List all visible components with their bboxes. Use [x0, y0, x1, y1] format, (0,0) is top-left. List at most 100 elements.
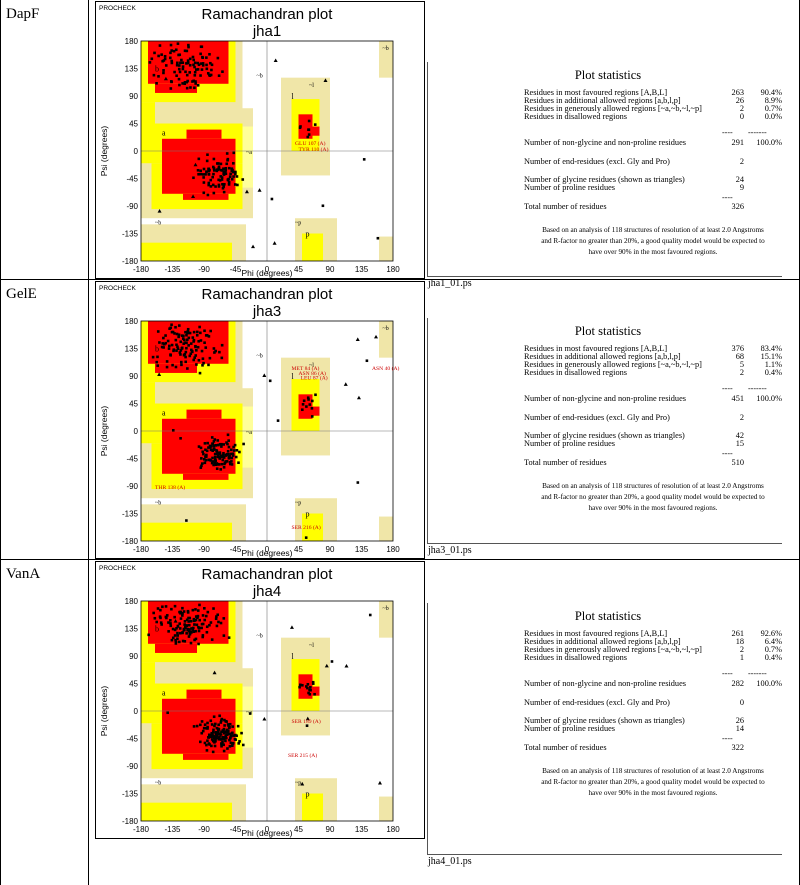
- residue-point: [180, 360, 183, 364]
- residue-point: [185, 632, 188, 635]
- plot-title: Ramachandran plot: [202, 286, 334, 303]
- residue-point: [183, 639, 187, 643]
- residue-point: [195, 623, 199, 627]
- y-tick-label: 0: [134, 427, 139, 436]
- residue-point: [169, 622, 172, 625]
- residue-point: [207, 363, 210, 367]
- residue-point: [221, 737, 225, 740]
- region-label: ~b: [155, 220, 161, 226]
- residue-point: [222, 743, 225, 747]
- residue-annotation: THR 138 (A): [155, 484, 185, 491]
- residue-point: [191, 55, 195, 59]
- residue-point: [199, 52, 202, 56]
- residue-point: [210, 461, 214, 465]
- residue-point: [201, 614, 205, 617]
- residue-point: [205, 726, 208, 730]
- residue-point: [200, 720, 204, 723]
- residue-point: [185, 86, 189, 90]
- generous-region: [242, 686, 253, 748]
- residue-point: [219, 468, 223, 471]
- plot-subtitle: jha3: [252, 303, 281, 320]
- residue-point: [220, 743, 223, 747]
- residue-point: [180, 346, 184, 350]
- residue-point: [214, 349, 217, 353]
- y-tick-label: 90: [129, 92, 138, 101]
- residue-point: [192, 630, 196, 633]
- x-tick-label: 0: [265, 265, 270, 274]
- residue-point: [202, 167, 206, 171]
- stats-row-count: 2: [739, 157, 744, 166]
- residue-point: [376, 236, 380, 240]
- residue-point: [193, 86, 196, 90]
- stats-row-label: Residues in generously allowed regions […: [524, 104, 702, 113]
- residue-point: [218, 179, 222, 182]
- residue-point: [189, 641, 193, 645]
- residue-point: [200, 626, 203, 630]
- residue-point: [172, 49, 176, 53]
- y-tick-label: -90: [126, 762, 138, 771]
- residue-point: [212, 463, 215, 467]
- residue-point: [202, 452, 205, 456]
- residue-point: [179, 610, 182, 614]
- residue-point: [220, 717, 224, 721]
- residue-point: [217, 74, 221, 77]
- residue-point: [167, 347, 171, 350]
- region-label: p: [306, 790, 310, 799]
- residue-point: [170, 638, 174, 642]
- residue-point: [170, 343, 174, 347]
- residue-point: [200, 45, 204, 49]
- residue-point: [207, 458, 211, 462]
- residue-point: [313, 692, 316, 696]
- residue-point: [226, 433, 230, 437]
- residue-point: [179, 617, 183, 620]
- residue-point: [177, 77, 181, 81]
- residue-point: [221, 182, 224, 186]
- residue-point: [176, 631, 179, 635]
- residue-point: [201, 173, 205, 176]
- y-tick-label: 45: [129, 680, 138, 689]
- residue-point: [170, 80, 173, 84]
- residue-point: [196, 616, 199, 619]
- generous-region: [242, 126, 253, 188]
- residue-point: [181, 82, 184, 85]
- residue-point: [221, 70, 224, 73]
- residue-point: [231, 742, 234, 746]
- residue-point: [203, 341, 206, 345]
- protein-label: GelE: [6, 286, 37, 302]
- residue-point: [228, 722, 232, 726]
- residue-point: [217, 443, 220, 447]
- residue-point: [235, 175, 239, 178]
- residue-point: [218, 350, 221, 354]
- glycine-triangle: [273, 58, 278, 63]
- residue-point: [212, 447, 216, 451]
- residue-point: [232, 162, 235, 165]
- grid-line-left: [0, 0, 1, 885]
- residue-point: [188, 632, 192, 635]
- allowed-region: [141, 662, 155, 687]
- residue-point: [211, 442, 215, 446]
- y-tick-label: -135: [122, 790, 139, 799]
- ps-filename: jha1_01.ps: [428, 278, 472, 289]
- residue-point: [212, 440, 216, 443]
- region-label: p: [306, 230, 310, 239]
- residue-point: [193, 70, 197, 74]
- residue-annotation: LEU 87 (A): [301, 375, 328, 382]
- stats-row-percent: 0.7%: [764, 645, 782, 654]
- residue-point: [180, 334, 184, 337]
- residue-point: [301, 683, 304, 687]
- residue-point: [222, 451, 225, 455]
- residue-point: [311, 680, 315, 684]
- stats-separator: ----: [722, 669, 733, 678]
- residue-point: [163, 54, 167, 58]
- residue-point: [178, 351, 182, 354]
- residue-point: [304, 536, 308, 539]
- residue-point: [214, 617, 218, 621]
- residue-point: [223, 730, 227, 733]
- residue-point: [211, 183, 215, 187]
- residue-point: [186, 61, 190, 64]
- residue-point: [162, 336, 165, 340]
- residue-point: [230, 732, 234, 735]
- residue-point: [218, 455, 221, 459]
- core-region: [183, 193, 229, 200]
